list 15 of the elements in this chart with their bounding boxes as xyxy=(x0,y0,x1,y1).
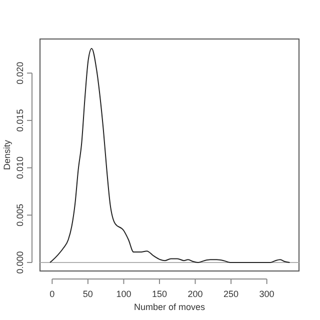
y-tick-label: 0.020 xyxy=(15,62,25,84)
x-tick-label: 50 xyxy=(82,289,93,299)
x-tick-label: 150 xyxy=(152,289,167,299)
y-axis-title: Density xyxy=(2,140,12,170)
x-tick-label: 250 xyxy=(224,289,239,299)
x-tick-label: 200 xyxy=(188,289,203,299)
y-tick-label: 0.005 xyxy=(15,204,25,226)
y-tick-label: 0.000 xyxy=(15,251,25,274)
x-tick-label: 300 xyxy=(259,289,274,299)
x-axis-title: Number of moves xyxy=(134,302,206,312)
line-series xyxy=(50,48,290,263)
y-tick-label: 0.010 xyxy=(15,156,25,180)
x-tick-label: 100 xyxy=(116,289,132,299)
x-tick-label: 0 xyxy=(50,289,55,299)
y-tick-label: 0.015 xyxy=(15,109,25,132)
